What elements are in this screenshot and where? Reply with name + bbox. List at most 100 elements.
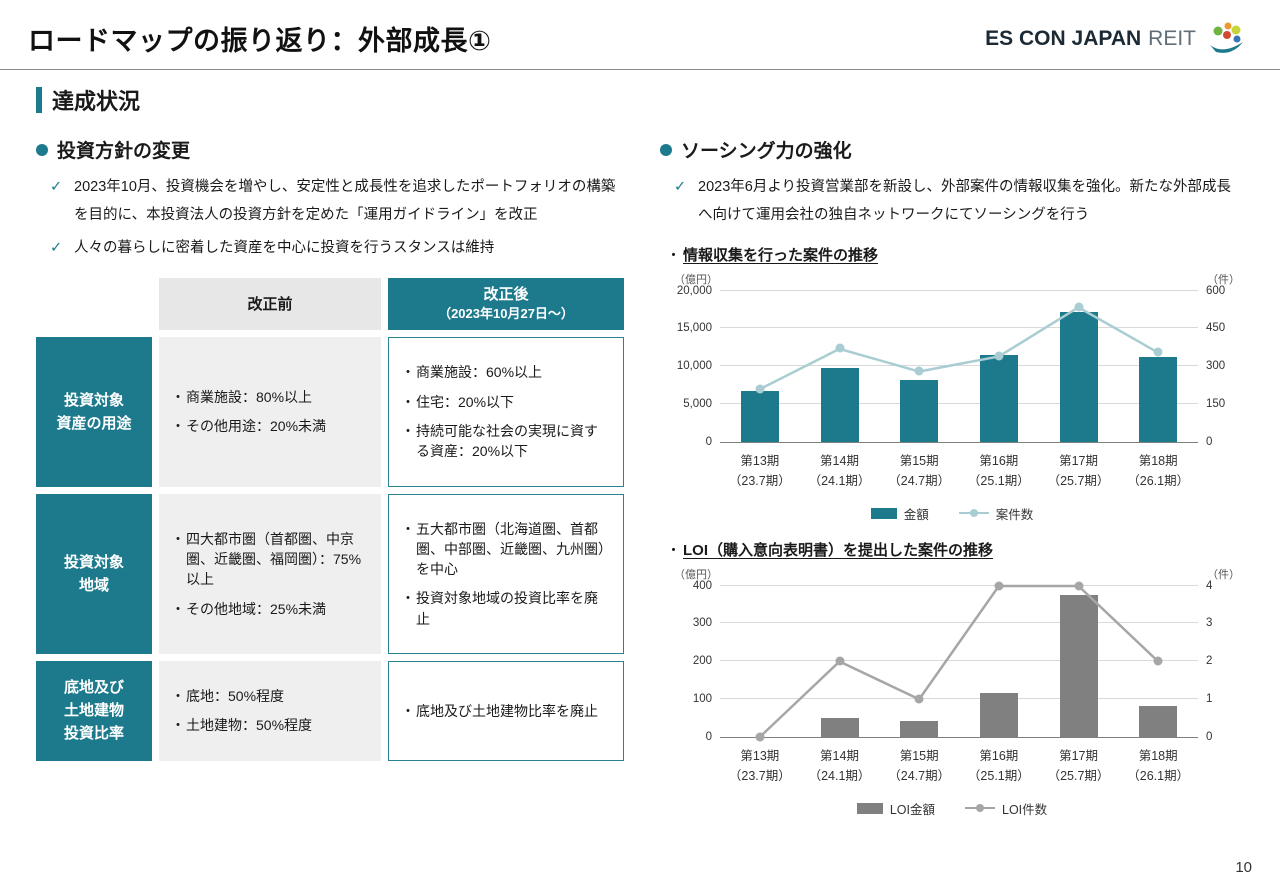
bar [979, 693, 1018, 737]
cell-before-land-ratio: 底地：50%程度 土地建物：50%程度 [159, 660, 381, 761]
bullet-dot-icon [660, 143, 672, 156]
list-item: 四大都市圏（首都圏、中京圏、近畿圏、福岡圏）：75%以上 [171, 529, 369, 590]
cell-after-land-ratio: 底地及び土地建物比率を廃止 [388, 660, 624, 761]
cell-before-region: 四大都市圏（首都圏、中京圏、近畿圏、福岡圏）：75%以上 その他地域：25%未満 [159, 493, 381, 654]
left-axis-tick-label: 10,000 [676, 360, 712, 373]
left-axis-tick-label: 400 [692, 579, 712, 592]
chart-plot-area: 0 100 200 300 400 0 1 2 3 4 [693, 580, 1213, 743]
right-axis-tick-label: 150 [1206, 397, 1226, 410]
left-axis-tick-label: 15,000 [676, 322, 712, 335]
legend-label: LOI金額 [889, 802, 935, 817]
list-item: その他地域：25%未満 [171, 599, 369, 620]
legend-label: 案件数 [995, 507, 1034, 522]
bar [900, 380, 939, 442]
legend-item: 金額 [870, 504, 929, 523]
bar [1059, 311, 1098, 442]
subheading-text: 投資方針の変更 [57, 141, 191, 162]
right-axis-tick-label: 600 [1206, 284, 1226, 297]
bar [900, 721, 939, 737]
right-axis-tick-label: 450 [1206, 322, 1226, 335]
left-column-investment-policy: 投資方針の変更 2023年10月、投資機会を増やし、安定性と成長性を追求したポー… [36, 122, 624, 820]
logo-text-sub: REIT [1148, 26, 1196, 50]
line-marker [994, 581, 1004, 591]
right-axis-tick-label: 4 [1206, 579, 1213, 592]
left-axis-unit: （億円） [674, 273, 718, 286]
row-header-asset-use: 投資対象 資産の用途 [36, 336, 152, 487]
x-axis-label: 第18期 （26.1期） [1127, 453, 1190, 488]
x-axis-label: 第13期 （23.7期） [728, 748, 791, 783]
bar [1059, 594, 1098, 737]
legend-bar-swatch [870, 507, 897, 519]
checklist-item: 人々の暮らしに密着した資産を中心に投資を行うスタンスは維持 [48, 234, 624, 263]
legend-item: 案件数 [958, 504, 1034, 523]
x-axis-label: 第15期 （24.7期） [888, 453, 951, 488]
gridline [720, 402, 1198, 404]
right-axis-tick-label: 300 [1206, 360, 1226, 373]
list-item: その他用途：20%未満 [171, 416, 369, 437]
legend-label: 金額 [903, 507, 929, 522]
line-marker [755, 732, 765, 742]
left-axis-tick-label: 0 [705, 730, 712, 743]
line-marker [994, 351, 1004, 361]
line-marker [914, 366, 924, 376]
page-number: 10 [1235, 859, 1252, 876]
x-axis-label: 第16期 （25.1期） [967, 453, 1030, 488]
row-header-region: 投資対象 地域 [36, 493, 152, 654]
list-item: 住宅：20%以下 [401, 392, 611, 413]
row-header-land-ratio: 底地及び 土地建物 投資比率 [36, 660, 152, 761]
section-heading-row: 達成状況 [36, 84, 1280, 116]
chart-title-text: LOI（購入意向表明書）を提出した案件の推移 [683, 541, 993, 559]
checklist-item: 2023年6月より投資営業部を新設し、外部案件の情報収集を強化。新たな外部成長へ… [672, 173, 1244, 230]
chart-legend: 金額 案件数 [660, 504, 1244, 523]
chart-plot-area: 0 5,000 10,000 15,000 20,000 0 150 300 450 600 [677, 285, 1225, 448]
policy-checklist: 2023年10月、投資機会を増やし、安定性と成長性を追求したポートフォリオの構築… [48, 173, 624, 262]
cell-before-asset-use: 商業施設：80%以上 その他用途：20%未満 [159, 336, 381, 487]
table-corner [36, 278, 152, 330]
gridline [720, 365, 1198, 367]
gridline [720, 327, 1198, 329]
subheading-sourcing: ソーシング力の強化 [660, 136, 1244, 163]
company-logo: ES CON JAPAN REIT [985, 21, 1246, 57]
bar [1139, 706, 1178, 737]
x-axis-label: 第17期 （25.7期） [1047, 453, 1110, 488]
list-item: 持続可能な社会の実現に資する資産：20%以下 [401, 421, 611, 462]
line-marker [1153, 347, 1163, 357]
col-header-after-line2: （2023年10月27日～） [438, 306, 574, 322]
logo-text: ES CON JAPAN REIT [985, 27, 1196, 51]
list-item: 商業施設：80%以上 [171, 387, 369, 408]
line-marker [755, 384, 765, 394]
list-item: 商業施設：60%以上 [401, 362, 611, 383]
legend-dot [969, 509, 978, 518]
legend-label: LOI件数 [1002, 802, 1048, 817]
right-axis-unit: （件） [1207, 568, 1240, 581]
legend-item: LOI金額 [856, 799, 935, 818]
section-accent-bar [36, 87, 42, 113]
bar [979, 355, 1018, 442]
left-axis-tick-label: 5,000 [683, 397, 712, 410]
x-axis-label: 第17期 （25.7期） [1047, 748, 1110, 783]
gridline [720, 289, 1198, 291]
legend-line-swatch [965, 804, 995, 813]
line-series [720, 291, 1198, 442]
subheading-policy-change: 投資方針の変更 [36, 136, 624, 163]
left-axis-tick-label: 300 [692, 617, 712, 630]
col-header-after: 改正後 （2023年10月27日～） [388, 277, 624, 330]
right-column-sourcing: ソーシング力の強化 2023年6月より投資営業部を新設し、外部案件の情報収集を強… [660, 122, 1244, 820]
subheading-text: ソーシング力の強化 [681, 141, 852, 162]
bar [1139, 356, 1178, 442]
left-axis-tick-label: 20,000 [676, 284, 712, 297]
bar [820, 717, 859, 737]
legend-line-swatch [958, 509, 989, 518]
chart-title-sourcing: 情報収集を行った案件の推移 [666, 244, 1244, 265]
x-axis-label: 第16期 （25.1期） [967, 748, 1030, 783]
cell-after-region: 五大都市圏（北海道圏、首都圏、中部圏、近畿圏、九州圏）を中心 投資対象地域の投資… [388, 493, 624, 654]
line-marker [1074, 302, 1083, 312]
right-axis-tick-label: 2 [1206, 655, 1213, 668]
checklist-item: 2023年10月、投資機会を増やし、安定性と成長性を追求したポートフォリオの構築… [48, 173, 624, 230]
left-axis-tick-label: 0 [705, 435, 712, 448]
gridline [720, 660, 1198, 662]
legend-dot [976, 804, 984, 813]
logo-icon [1210, 22, 1243, 53]
col-header-before: 改正前 [159, 277, 381, 330]
left-axis-unit: （億円） [674, 568, 718, 581]
